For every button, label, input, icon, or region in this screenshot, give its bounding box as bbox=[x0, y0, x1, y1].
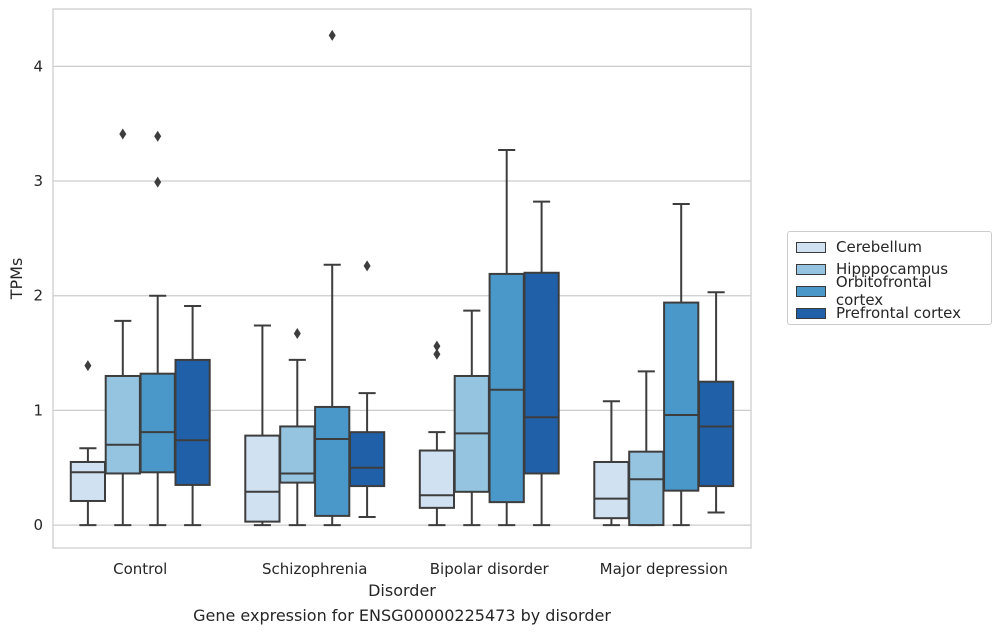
x-axis-label: Disorder bbox=[368, 581, 436, 600]
box-groups bbox=[69, 29, 735, 527]
box-major-depression-hipppocampus bbox=[628, 370, 665, 527]
legend-item-hippocampus: Hipppocampus bbox=[796, 258, 983, 280]
legend: Cerebellum Hipppocampus Orbitofrontal co… bbox=[787, 231, 992, 325]
iqr-box bbox=[348, 431, 386, 488]
legend-item-cerebellum: Cerebellum bbox=[796, 236, 983, 258]
legend-swatch-prefrontal bbox=[796, 307, 826, 319]
outlier-point bbox=[433, 340, 441, 352]
outlier-point bbox=[84, 360, 92, 372]
x-tick-label-schizophrenia: Schizophrenia bbox=[262, 560, 367, 578]
plot-frame bbox=[52, 8, 752, 549]
x-tick-label-major-depression: Major depression bbox=[600, 560, 728, 578]
iqr-box bbox=[244, 434, 281, 523]
iqr-box bbox=[697, 380, 735, 488]
outlier-point bbox=[119, 128, 127, 140]
legend-item-orbitofrontal: Orbitofrontal cortex bbox=[796, 273, 983, 309]
legend-label-prefrontal: Prefrontal cortex bbox=[836, 304, 961, 322]
legend-swatch-cerebellum bbox=[796, 241, 826, 253]
iqr-box bbox=[488, 272, 525, 504]
iqr-box bbox=[69, 460, 107, 502]
box-control-cerebellum bbox=[69, 360, 107, 527]
iqr-box bbox=[628, 450, 665, 527]
iqr-box bbox=[314, 405, 351, 517]
y-tick-label-4: 4 bbox=[33, 57, 43, 75]
box-schizophrenia-prefrontal-cortex bbox=[348, 260, 386, 519]
box-major-depression-cerebellum bbox=[593, 400, 630, 527]
box-bipolar-disorder-prefrontal-cortex bbox=[523, 200, 560, 527]
outlier-point bbox=[154, 130, 162, 142]
y-tick-label-1: 1 bbox=[33, 401, 43, 419]
x-axis-ticks: Control Schizophrenia Bipolar disorder Majo… bbox=[113, 560, 728, 578]
box-bipolar-disorder-cerebellum bbox=[418, 340, 456, 527]
box-control-orbitofrontal-cortex bbox=[139, 130, 176, 527]
legend-label-hippocampus: Hipppocampus bbox=[836, 260, 949, 278]
y-tick-label-0: 0 bbox=[33, 516, 43, 534]
box-bipolar-disorder-hipppocampus bbox=[453, 309, 490, 527]
legend-label-cerebellum: Cerebellum bbox=[836, 238, 922, 256]
box-control-prefrontal-cortex bbox=[174, 305, 211, 527]
box-schizophrenia-cerebellum bbox=[244, 324, 281, 527]
outlier-point bbox=[293, 328, 301, 340]
legend-swatch-hippocampus bbox=[796, 263, 826, 275]
outlier-point bbox=[363, 260, 371, 272]
legend-swatch-orbitofrontal bbox=[796, 285, 826, 297]
box-schizophrenia-orbitofrontal-cortex bbox=[314, 29, 351, 527]
legend-item-prefrontal: Prefrontal cortex bbox=[796, 302, 983, 324]
iqr-box bbox=[418, 449, 456, 509]
box-control-hipppocampus bbox=[104, 128, 141, 527]
iqr-box bbox=[174, 358, 211, 486]
iqr-box bbox=[523, 271, 560, 475]
legend-label-orbitofrontal: Orbitofrontal cortex bbox=[835, 273, 932, 309]
x-tick-label-bipolar-disorder: Bipolar disorder bbox=[430, 560, 550, 578]
iqr-box bbox=[663, 301, 700, 492]
y-axis-ticks: 0 1 2 3 4 bbox=[33, 57, 43, 534]
box-major-depression-prefrontal-cortex bbox=[697, 291, 735, 514]
box-bipolar-disorder-orbitofrontal-cortex bbox=[488, 149, 525, 527]
y-tick-label-3: 3 bbox=[33, 172, 43, 190]
box-major-depression-orbitofrontal-cortex bbox=[663, 202, 700, 527]
x-tick-label-control: Control bbox=[113, 560, 167, 578]
outlier-point bbox=[154, 176, 162, 188]
outlier-point bbox=[328, 29, 336, 41]
iqr-box bbox=[593, 460, 630, 520]
iqr-box bbox=[104, 374, 141, 475]
outlier-point bbox=[433, 348, 441, 360]
box-schizophrenia-hipppocampus bbox=[279, 328, 316, 527]
iqr-box bbox=[139, 372, 176, 474]
y-axis-label: TPMs bbox=[7, 258, 26, 301]
chart-caption: Gene expression for ENSG00000225473 by d… bbox=[193, 606, 611, 625]
y-tick-label-2: 2 bbox=[33, 287, 43, 305]
